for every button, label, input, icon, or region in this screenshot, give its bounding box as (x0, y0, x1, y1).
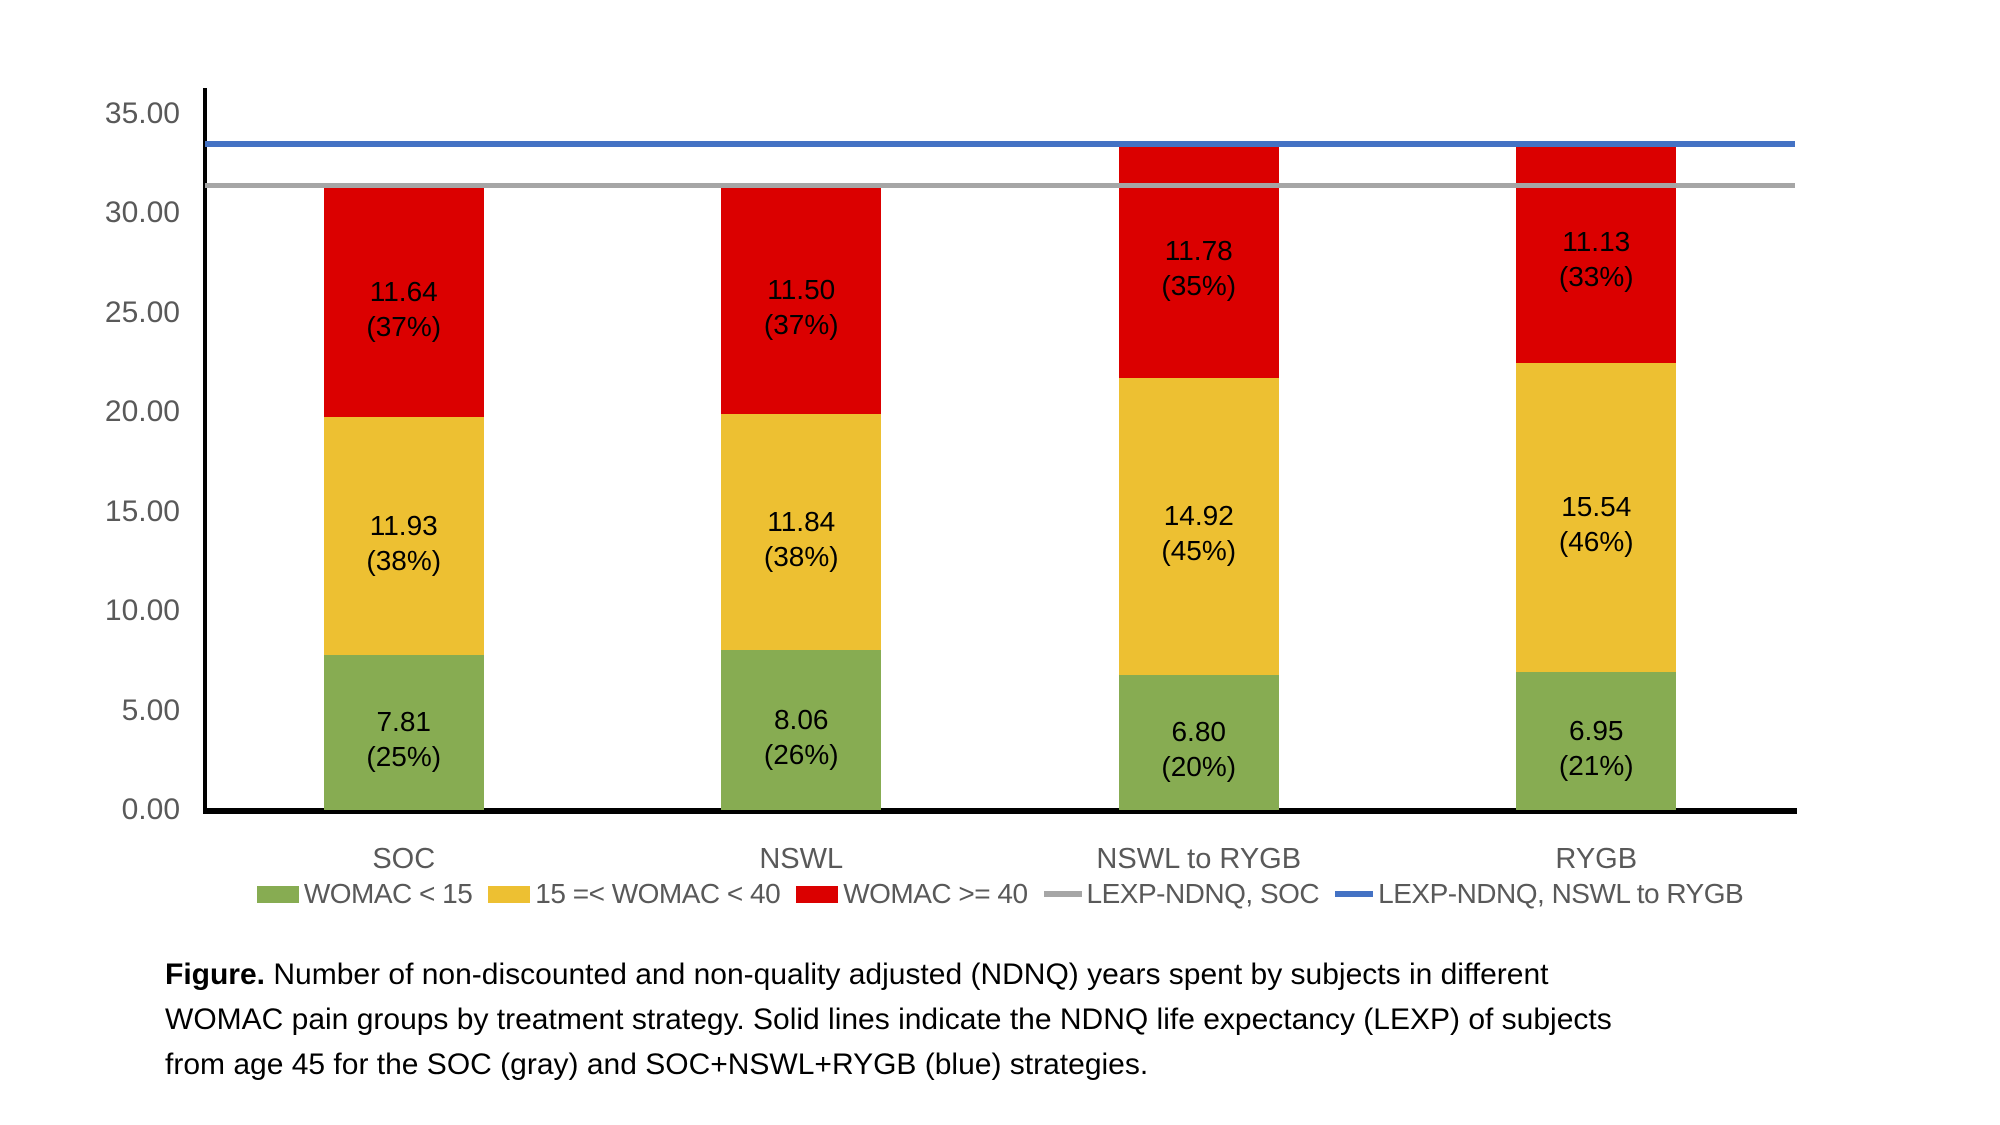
segment-pct-label: (38%) (366, 545, 442, 577)
bar-segment-nswl-s0: 8.06 (26%) (721, 649, 882, 810)
segment-pct-label: (35%) (1161, 269, 1237, 301)
y-tick-label: 30.00 (104, 196, 180, 230)
segment-data-label: 8.06 (26%) (763, 703, 839, 770)
legend-label: LEXP-NDNQ, NSWL to RYGB (1378, 878, 1744, 909)
caption-line-1: Figure. Number of non-discounted and non… (165, 952, 1612, 997)
y-axis-line (203, 88, 207, 814)
legend-item: 15 =< WOMAC < 40 (488, 878, 781, 910)
segment-data-label: 14.92 (45%) (1161, 500, 1237, 567)
segment-data-label: 11.64 (37%) (366, 275, 442, 342)
y-tick-label: 5.00 (121, 693, 180, 727)
caption-text-1: Number of non-discounted and non-quality… (265, 958, 1549, 991)
segment-data-label: 11.93 (38%) (366, 510, 442, 577)
segment-pct-label: (37%) (366, 310, 442, 342)
y-tick-label: 10.00 (104, 594, 180, 628)
bar-segment-nswl-s1: 11.84 (38%) (721, 414, 882, 650)
y-tick-label: 15.00 (104, 494, 180, 528)
bar-segment-soc-s2: 11.64 (37%) (323, 185, 484, 418)
segment-data-label: 7.81 (25%) (366, 706, 442, 773)
segment-data-label: 11.50 (37%) (763, 273, 839, 340)
category-label-rygb: RYGB (1555, 843, 1638, 875)
segment-pct-label: (26%) (763, 738, 839, 770)
legend-item: WOMAC < 15 (256, 878, 473, 910)
bar-segment-rygb-s1: 15.54 (46%) (1516, 362, 1677, 672)
segment-data-label: 6.80 (20%) (1161, 716, 1237, 783)
legend-label: 15 =< WOMAC < 40 (535, 878, 781, 909)
segment-data-label: 11.13 (33%) (1558, 225, 1634, 292)
figure-caption: Figure. Number of non-discounted and non… (165, 952, 1612, 1087)
reference-line-lexp-ndnq-soc (205, 183, 1795, 189)
segment-data-label: 11.78 (35%) (1161, 234, 1237, 301)
segment-data-label: 6.95 (21%) (1558, 714, 1634, 781)
segment-pct-label: (46%) (1558, 526, 1634, 558)
legend-swatch-icon (488, 885, 531, 903)
segment-pct-label: (25%) (366, 741, 442, 773)
bar-segment-nswl-to-rygb-s2: 11.78 (35%) (1118, 143, 1279, 378)
reference-line-lexp-ndnq-nswl-to-rygb (205, 140, 1795, 147)
caption-line-3: from age 45 for the SOC (gray) and SOC+N… (165, 1042, 1612, 1087)
category-label-nswl-to-rygb: NSWL to RYGB (1096, 843, 1302, 875)
legend: WOMAC < 15 15 =< WOMAC < 40 WOMAC >= 40 LEX… (130, 878, 1870, 910)
y-tick-label: 25.00 (104, 295, 180, 329)
y-tick-label: 0.00 (121, 793, 180, 826)
bar-segment-soc-s1: 11.93 (38%) (323, 417, 484, 655)
legend-label: WOMAC < 15 (303, 878, 473, 909)
y-tick-label: 20.00 (104, 395, 180, 429)
caption-text-3: from age 45 for the SOC (gray) and SOC+N… (165, 1048, 1149, 1081)
segment-pct-label: (45%) (1161, 535, 1237, 567)
category-label-nswl: NSWL (759, 843, 844, 875)
legend-swatch-icon (796, 885, 839, 903)
legend-item: WOMAC >= 40 (796, 878, 1028, 910)
segment-pct-label: (38%) (763, 540, 839, 572)
segment-data-label: 11.84 (38%) (763, 505, 839, 572)
bar-segment-nswl-to-rygb-s1: 14.92 (45%) (1118, 378, 1279, 675)
legend-label: LEXP-NDNQ, SOC (1086, 878, 1320, 909)
segment-pct-label: (20%) (1161, 751, 1237, 783)
caption-label: Figure. (165, 958, 266, 991)
legend-swatch-icon (1335, 891, 1374, 897)
y-tick-label: 35.00 (104, 96, 180, 130)
segment-data-label: 15.54 (46%) (1558, 491, 1634, 558)
legend-item: LEXP-NDNQ, NSWL to RYGB (1335, 878, 1744, 910)
legend-swatch-icon (256, 885, 299, 903)
caption-line-2: WOMAC pain groups by treatment strategy.… (165, 997, 1612, 1042)
category-label-soc: SOC (372, 843, 436, 875)
x-axis-line (203, 808, 1797, 814)
bar-segment-nswl-to-rygb-s0: 6.80 (20%) (1118, 674, 1279, 810)
legend-item: LEXP-NDNQ, SOC (1043, 878, 1320, 910)
segment-pct-label: (37%) (763, 308, 839, 340)
segment-pct-label: (21%) (1558, 749, 1634, 781)
legend-swatch-icon (1043, 891, 1082, 897)
caption-text-2: WOMAC pain groups by treatment strategy.… (165, 1003, 1612, 1036)
bar-segment-rygb-s2: 11.13 (33%) (1516, 141, 1677, 363)
bar-segment-nswl-s2: 11.50 (37%) (721, 185, 882, 415)
bar-segment-rygb-s0: 6.95 (21%) (1516, 671, 1677, 810)
legend-label: WOMAC >= 40 (843, 878, 1028, 909)
segment-pct-label: (33%) (1558, 260, 1634, 292)
bar-segment-soc-s0: 7.81 (25%) (323, 654, 484, 810)
